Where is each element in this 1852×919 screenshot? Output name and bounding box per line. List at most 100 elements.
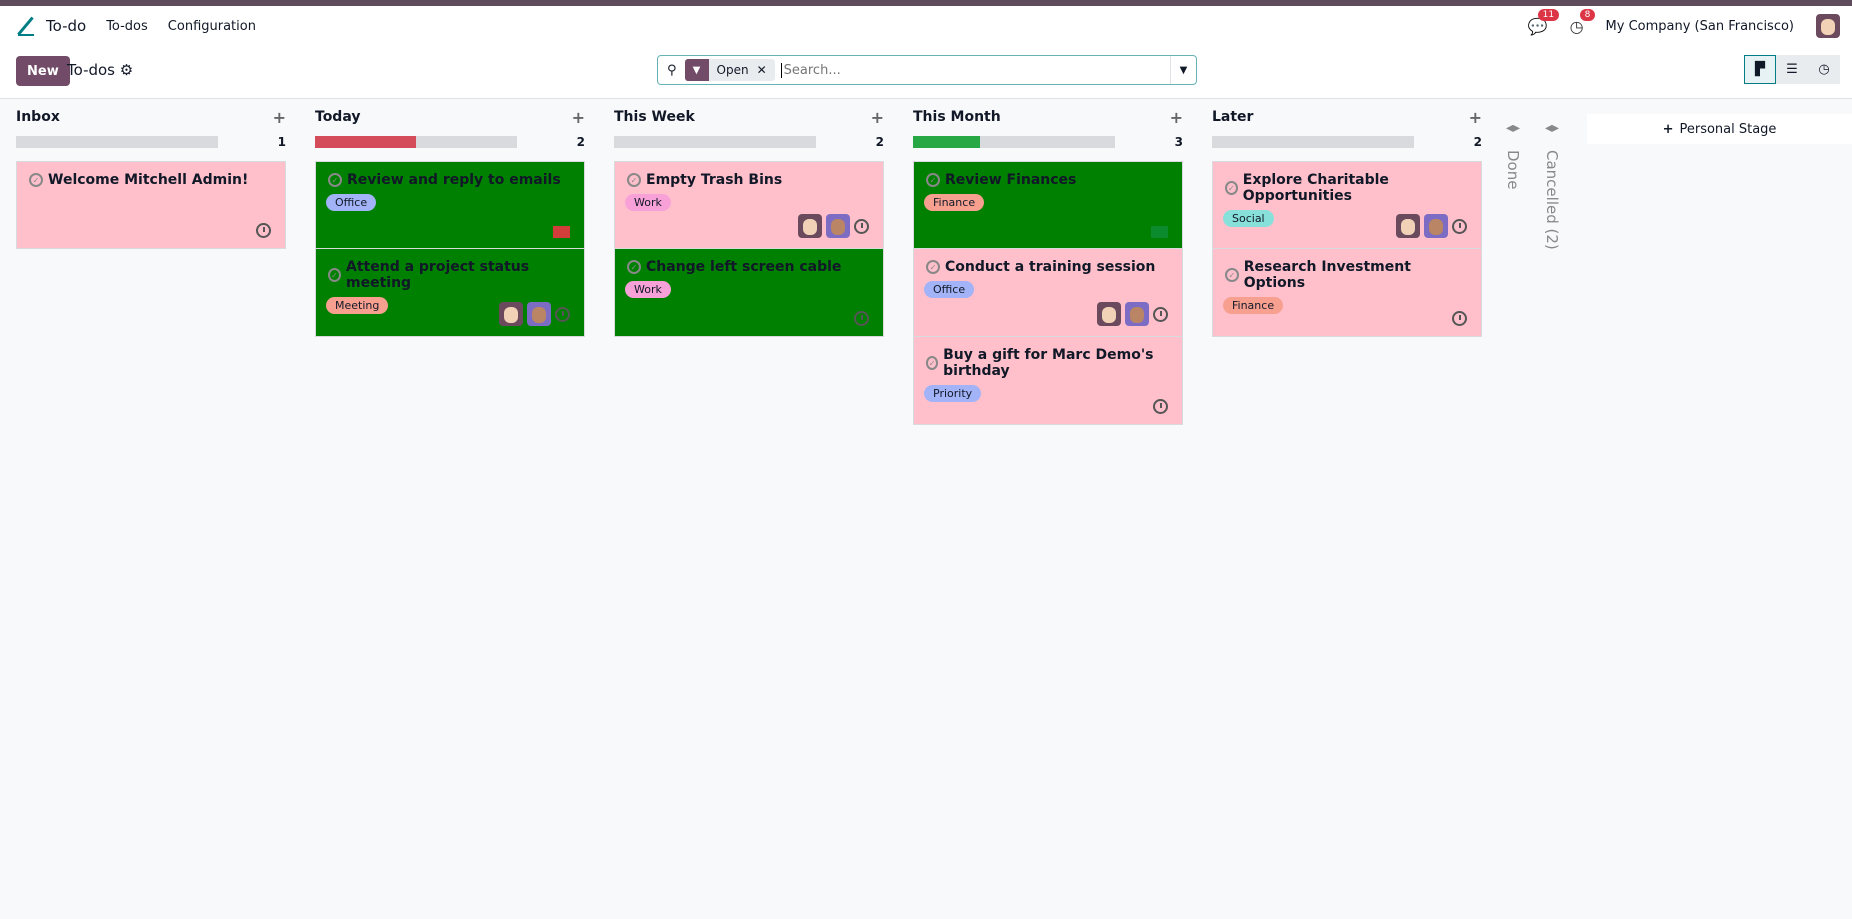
column-title[interactable]: Later <box>1212 109 1254 125</box>
todo-logo-icon[interactable] <box>16 16 36 36</box>
card-title: Attend a project status meeting <box>346 259 530 291</box>
clock-icon[interactable] <box>854 218 869 234</box>
kanban-card[interactable]: ✓ Review Finances Finance <box>913 161 1183 249</box>
list-view-button[interactable]: ☰ <box>1776 55 1808 84</box>
view-switcher: ▛ ☰ ◷ <box>1744 55 1840 84</box>
app-name[interactable]: To-do <box>46 17 87 35</box>
kanban-card[interactable]: ✓ Explore Charitable Opportunities Social <box>1212 161 1482 249</box>
quick-create-icon[interactable]: + <box>1169 107 1183 127</box>
card-footer <box>256 223 271 238</box>
search-options-toggle[interactable]: ▼ <box>1170 56 1196 84</box>
messages-icon[interactable]: 💬 11 <box>1528 8 1560 36</box>
progress-bar[interactable] <box>315 136 517 148</box>
column-progress: 3 <box>913 135 1183 149</box>
kanban-view-button[interactable]: ▛ <box>1744 55 1776 84</box>
activities-badge: 8 <box>1579 8 1596 21</box>
column-count: 1 <box>277 135 286 149</box>
assignee-avatar[interactable] <box>798 214 822 238</box>
assignee-avatar[interactable] <box>1396 214 1420 238</box>
card-footer <box>1097 302 1168 326</box>
clock-icon[interactable] <box>1452 311 1467 326</box>
card-tag: Work <box>625 281 671 298</box>
folded-column-done[interactable]: ◂▸ Done <box>1504 120 1522 189</box>
column-count: 2 <box>875 135 884 149</box>
check-circle-icon[interactable]: ✓ <box>926 356 939 370</box>
card-footer <box>1452 311 1467 326</box>
check-circle-icon[interactable]: ✓ <box>627 260 641 274</box>
check-circle-icon[interactable]: ✓ <box>926 173 940 187</box>
kanban-card[interactable]: ✓ Change left screen cable Work <box>614 249 884 337</box>
kanban-card[interactable]: ✓ Welcome Mitchell Admin! <box>16 161 286 249</box>
kanban-card[interactable]: ✓ Review and reply to emails Office <box>315 161 585 249</box>
card-title: Conduct a training session <box>945 259 1156 275</box>
assignee-avatar[interactable] <box>826 214 850 238</box>
company-switcher[interactable]: My Company (San Francisco) <box>1605 18 1794 34</box>
mail-icon[interactable] <box>553 226 570 238</box>
card-tag: Priority <box>924 385 982 402</box>
new-button[interactable]: New <box>16 56 70 86</box>
quick-create-icon[interactable]: + <box>870 107 884 127</box>
progress-bar[interactable] <box>913 136 1115 148</box>
activity-view-button[interactable]: ◷ <box>1808 55 1840 84</box>
clock-icon[interactable] <box>854 311 869 326</box>
kanban-card[interactable]: ✓ Buy a gift for Marc Demo's birthday Pri… <box>913 337 1183 425</box>
menu-todos[interactable]: To-dos <box>106 18 148 34</box>
user-avatar[interactable] <box>1816 14 1840 38</box>
column-title[interactable]: Inbox <box>16 109 60 125</box>
assignee-avatar[interactable] <box>1125 302 1149 326</box>
column-title[interactable]: This Week <box>614 109 695 125</box>
clock-icon[interactable] <box>555 306 570 322</box>
assignee-avatar[interactable] <box>1424 214 1448 238</box>
progress-bar[interactable] <box>16 136 218 148</box>
progress-bar[interactable] <box>614 136 816 148</box>
quick-create-icon[interactable]: + <box>571 107 585 127</box>
kanban-card[interactable]: ✓ Empty Trash Bins Work <box>614 161 884 249</box>
column-title[interactable]: Today <box>315 109 361 125</box>
check-circle-icon[interactable]: ✓ <box>328 268 342 282</box>
column-header: Today + <box>315 99 585 135</box>
search-icon[interactable]: ⚲ <box>667 62 677 78</box>
add-personal-stage-button[interactable]: + Personal Stage <box>1587 114 1852 144</box>
card-title: Research Investment Options <box>1243 259 1411 291</box>
assignee-avatar[interactable] <box>1097 302 1121 326</box>
menu-configuration[interactable]: Configuration <box>167 18 256 34</box>
folded-column-cancelled[interactable]: ◂▸ Cancelled (2) <box>1543 120 1561 250</box>
folded-column-label: Cancelled (2) <box>1543 150 1561 250</box>
card-title: Change left screen cable <box>646 259 842 275</box>
clock-icon[interactable] <box>1153 399 1168 414</box>
expand-icon[interactable]: ◂▸ <box>1505 120 1521 136</box>
personal-stage-label: Personal Stage <box>1679 121 1777 137</box>
search-input[interactable] <box>780 62 1170 78</box>
remove-facet-icon[interactable]: ✕ <box>756 63 767 77</box>
messages-badge: 11 <box>1537 8 1560 21</box>
check-circle-icon[interactable]: ✓ <box>627 173 641 187</box>
quick-create-icon[interactable]: + <box>1468 107 1482 127</box>
kanban-card[interactable]: ✓ Research Investment Options Finance <box>1212 249 1482 337</box>
card-tag: Office <box>326 194 377 211</box>
column-title[interactable]: This Month <box>913 109 1001 125</box>
assignee-avatar[interactable] <box>527 302 551 326</box>
check-circle-icon[interactable]: ✓ <box>926 260 940 274</box>
navbar: To-do To-dos Configuration 💬 11 ◷ 8 My Com… <box>0 6 1852 46</box>
check-circle-icon[interactable]: ✓ <box>29 173 43 187</box>
card-tag: Meeting <box>326 297 389 314</box>
clock-icon[interactable] <box>1452 218 1467 234</box>
card-tag: Finance <box>924 194 985 211</box>
clock-icon[interactable] <box>1153 306 1168 322</box>
assignee-avatar[interactable] <box>499 302 523 326</box>
expand-icon[interactable]: ◂▸ <box>1544 120 1560 136</box>
gear-icon[interactable]: ⚙ <box>119 61 134 79</box>
progress-bar[interactable] <box>1212 136 1414 148</box>
activities-icon[interactable]: ◷ 8 <box>1570 8 1596 36</box>
quick-create-icon[interactable]: + <box>272 107 286 127</box>
check-circle-icon[interactable]: ✓ <box>328 173 342 187</box>
mail-icon[interactable] <box>1151 226 1168 238</box>
kanban-card[interactable]: ✓ Conduct a training session Office <box>913 249 1183 337</box>
plus-icon: + <box>1662 121 1674 137</box>
kanban-card[interactable]: ✓ Attend a project status meeting Meeting <box>315 249 585 337</box>
clock-icon[interactable] <box>256 223 271 238</box>
filter-facet: ▼ Open ✕ <box>684 59 775 81</box>
kanban-column: Today + 2 ✓ Review and reply to emails Off… <box>315 99 585 337</box>
check-circle-icon[interactable]: ✓ <box>1225 268 1239 282</box>
check-circle-icon[interactable]: ✓ <box>1225 181 1238 195</box>
